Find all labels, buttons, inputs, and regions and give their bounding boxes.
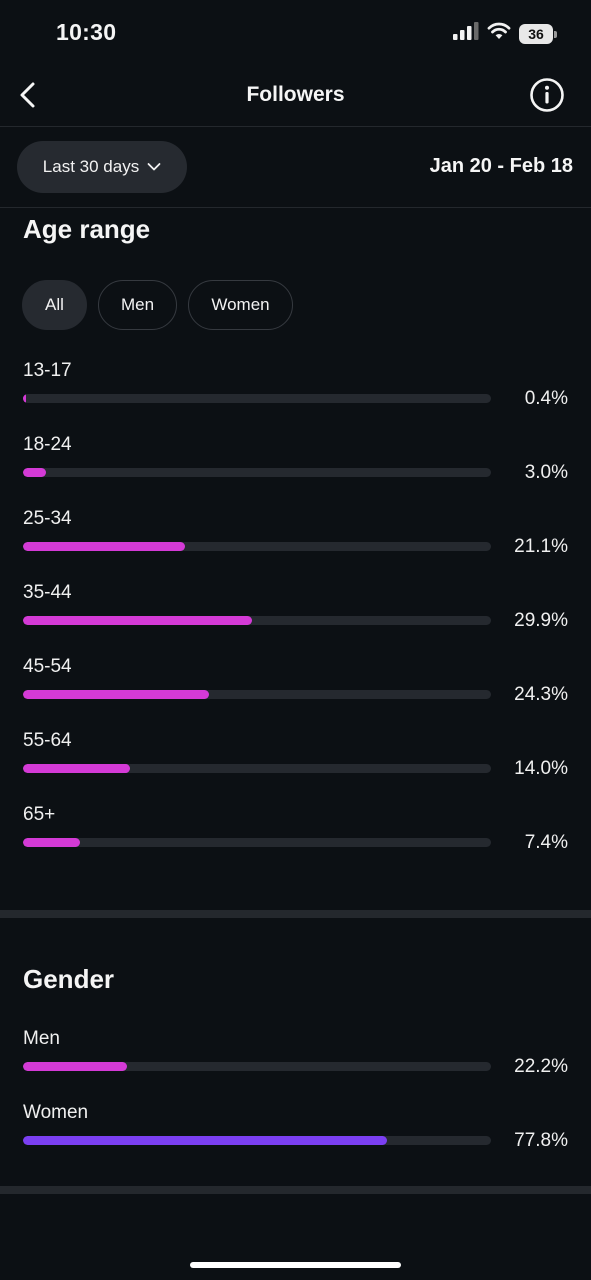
nav-bar: Followers xyxy=(0,66,591,126)
gender-row-women: Women 77.8% xyxy=(23,1102,568,1162)
status-bar: 10:30 36 xyxy=(0,0,591,66)
chip-men[interactable]: Men xyxy=(98,280,177,330)
battery-icon: 36 xyxy=(519,23,557,44)
age-value: 24.3% xyxy=(514,684,568,705)
age-bar-fill xyxy=(23,764,131,773)
age-range-title: Age range xyxy=(23,214,151,244)
age-row-18-24: 18-24 3.0% xyxy=(23,434,568,494)
age-row-55-64: 55-64 14.0% xyxy=(23,730,568,790)
age-bar-track xyxy=(23,690,491,699)
age-bar-track xyxy=(23,764,491,773)
date-range-dropdown[interactable]: Last 30 days xyxy=(17,141,187,193)
section-separator xyxy=(0,1186,591,1194)
gender-bar-fill xyxy=(23,1062,127,1071)
chip-all[interactable]: All xyxy=(22,280,87,330)
age-bar-fill xyxy=(23,542,185,551)
date-range-dropdown-label: Last 30 days xyxy=(42,157,140,176)
status-time: 10:30 xyxy=(56,19,117,45)
status-icons: 36 xyxy=(453,22,557,45)
info-icon[interactable] xyxy=(529,77,565,113)
page-title: Followers xyxy=(246,83,345,106)
age-value: 21.1% xyxy=(514,536,568,557)
gender-bar-fill xyxy=(23,1136,388,1145)
gender-title: Gender xyxy=(23,964,115,994)
gender-bar-track xyxy=(23,1062,491,1071)
date-range-text: Jan 20 - Feb 18 xyxy=(429,155,573,177)
gender-value: 22.2% xyxy=(514,1056,568,1077)
age-row-13-17: 13-17 0.4% xyxy=(23,360,568,420)
chevron-left-icon[interactable] xyxy=(14,79,46,111)
gender-row-men: Men 22.2% xyxy=(23,1028,568,1088)
section-separator xyxy=(0,910,591,918)
age-value: 7.4% xyxy=(524,832,568,853)
header-divider xyxy=(0,126,591,127)
gender-bar-track xyxy=(23,1136,491,1145)
age-value: 3.0% xyxy=(524,462,568,483)
age-label: 35-44 xyxy=(23,582,72,603)
age-bar-track xyxy=(23,838,491,847)
age-value: 29.9% xyxy=(514,610,568,631)
battery-level: 36 xyxy=(528,25,544,42)
age-bar-track xyxy=(23,394,491,403)
filter-divider xyxy=(0,207,591,208)
age-bar-track xyxy=(23,542,491,551)
age-row-45-54: 45-54 24.3% xyxy=(23,656,568,716)
age-bar-track xyxy=(23,468,491,477)
age-bar-fill xyxy=(23,394,27,403)
chevron-down-icon xyxy=(147,157,161,177)
filter-row: Last 30 days Jan 20 - Feb 18 xyxy=(0,127,591,207)
age-value: 14.0% xyxy=(514,758,568,779)
age-filter-chips: All Men Women xyxy=(22,280,293,330)
age-label: 65+ xyxy=(23,804,56,825)
gender-label: Men xyxy=(23,1028,60,1049)
wifi-icon xyxy=(487,22,511,45)
age-bar-fill xyxy=(23,468,47,477)
age-bar-track xyxy=(23,616,491,625)
age-label: 55-64 xyxy=(23,730,72,751)
age-label: 13-17 xyxy=(23,360,72,381)
age-label: 45-54 xyxy=(23,656,72,677)
age-row-25-34: 25-34 21.1% xyxy=(23,508,568,568)
age-row-35-44: 35-44 29.9% xyxy=(23,582,568,642)
cellular-signal-icon xyxy=(453,22,479,45)
age-bar-fill xyxy=(23,690,210,699)
chip-women[interactable]: Women xyxy=(188,280,293,330)
age-label: 25-34 xyxy=(23,508,72,529)
gender-label: Women xyxy=(23,1102,89,1123)
home-indicator xyxy=(190,1262,401,1268)
age-value: 0.4% xyxy=(524,388,568,409)
age-label: 18-24 xyxy=(23,434,72,455)
age-bar-fill xyxy=(23,838,80,847)
age-bar-fill xyxy=(23,616,253,625)
gender-value: 77.8% xyxy=(514,1130,568,1151)
age-row-65-plus: 65+ 7.4% xyxy=(23,804,568,864)
